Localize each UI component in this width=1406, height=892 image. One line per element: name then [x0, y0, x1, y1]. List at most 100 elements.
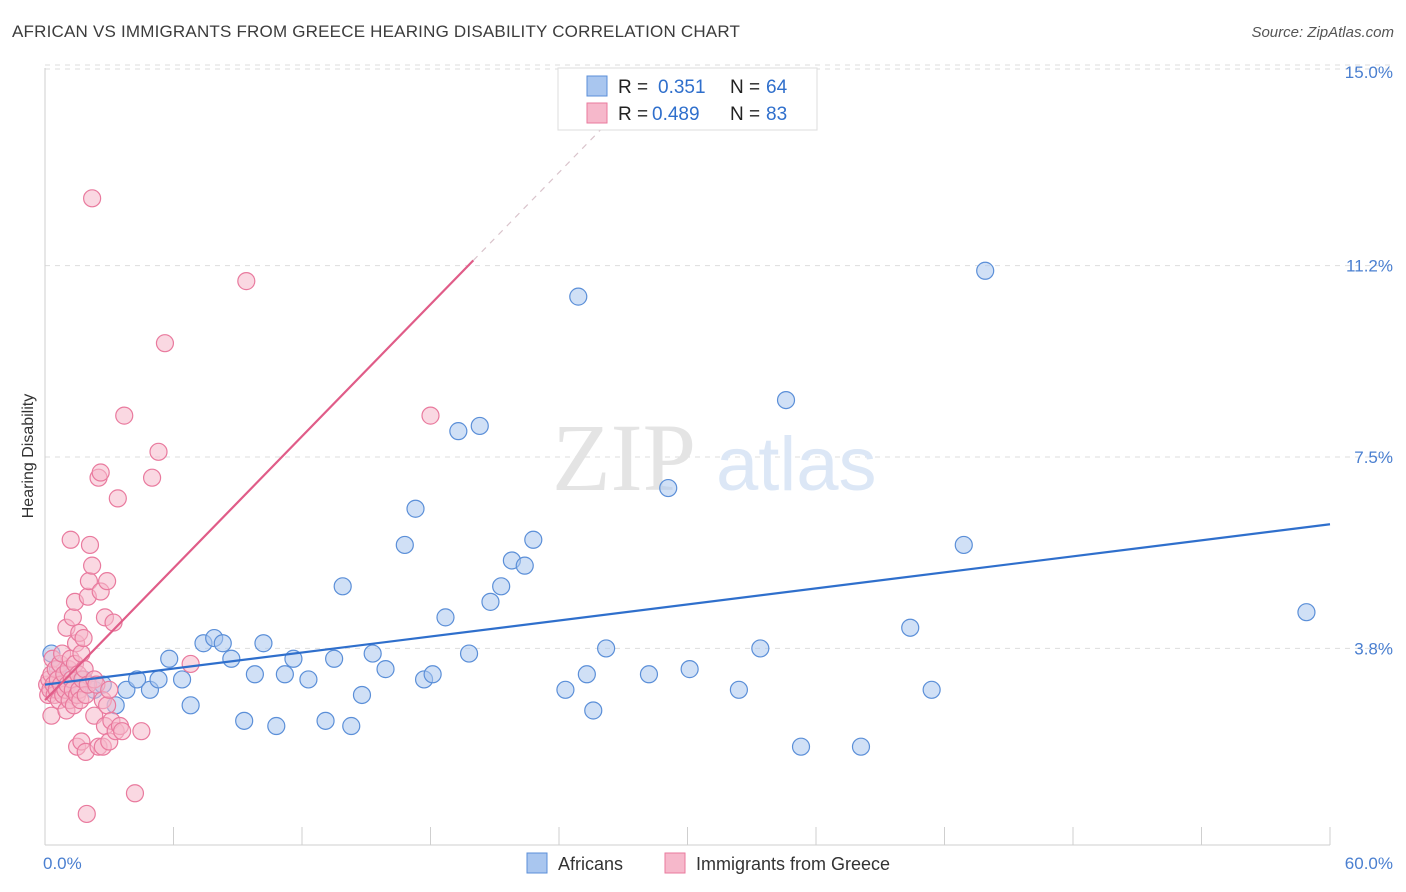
legend-r-value-greece: 0.489 — [652, 104, 700, 125]
point-africans — [245, 665, 264, 684]
point-africans — [423, 665, 442, 684]
watermark-atlas: atlas — [716, 422, 877, 507]
y-axis-label: Hearing Disability — [20, 394, 37, 519]
legend-r-label-africans: R = — [618, 77, 648, 98]
point-africans — [172, 670, 192, 689]
point-africans — [729, 680, 749, 699]
point-africans — [254, 634, 273, 653]
point-africans — [851, 737, 871, 756]
point-africans — [436, 608, 455, 627]
point-africans — [363, 644, 382, 663]
point-africans — [751, 639, 770, 658]
point-africans — [352, 685, 372, 705]
legend-n-value-greece: 83 — [766, 104, 787, 125]
y-tick-label: 3.8% — [1354, 639, 1393, 658]
trend-line-africans — [44, 523, 1331, 686]
legend-swatch-africans — [586, 75, 608, 97]
point-africans — [213, 634, 232, 653]
y-tick-label: 7.5% — [1354, 448, 1393, 467]
point-africans — [406, 499, 425, 518]
point-africans — [569, 287, 588, 306]
point-africans — [342, 716, 361, 736]
point-africans — [922, 680, 941, 699]
point-africans — [181, 696, 200, 715]
bottom-legend-swatch-africans — [526, 852, 548, 874]
point-africans — [470, 416, 489, 436]
point-greece — [80, 535, 100, 555]
point-greece — [181, 654, 200, 674]
point-greece — [100, 680, 119, 699]
x-tick-label-max: 60.0% — [1345, 854, 1393, 873]
point-africans — [449, 422, 468, 441]
legend-r-value-africans: 0.351 — [658, 77, 706, 98]
y-tick-label: 11.2% — [1346, 257, 1393, 276]
point-greece — [83, 189, 102, 208]
point-africans — [325, 649, 344, 668]
point-greece — [125, 784, 145, 803]
point-greece — [115, 406, 134, 425]
point-greece — [74, 628, 93, 648]
point-africans — [127, 670, 147, 689]
point-greece — [91, 463, 110, 482]
point-greece — [77, 804, 96, 824]
point-greece — [108, 489, 127, 508]
point-greece — [132, 722, 151, 741]
point-africans — [659, 478, 678, 498]
y-tick-labels: 3.8% 7.5% 11.2% 15.0% — [1345, 63, 1393, 658]
point-africans — [267, 716, 286, 736]
trend-extension-greece — [472, 115, 615, 261]
trend-line-greece — [44, 259, 475, 701]
point-africans — [954, 535, 973, 555]
point-africans — [275, 665, 294, 684]
point-africans — [515, 556, 534, 575]
point-africans — [459, 644, 479, 663]
point-africans — [901, 618, 920, 637]
x-axis-ticks — [44, 827, 1331, 845]
point-africans — [639, 665, 659, 684]
chart-title: AFRICAN VS IMMIGRANTS FROM GREECE HEARIN… — [12, 22, 741, 41]
bottom-legend-label-greece: Immigrants from Greece — [696, 854, 890, 874]
point-greece — [421, 406, 440, 425]
legend-n-label-greece: N = — [730, 104, 760, 125]
point-africans — [149, 670, 168, 689]
x-tick-label-min: 0.0% — [43, 854, 82, 873]
bottom-legend-label-africans: Africans — [558, 854, 623, 874]
point-africans — [395, 535, 414, 555]
point-africans — [597, 639, 616, 658]
point-greece — [83, 556, 102, 575]
point-africans — [577, 665, 596, 684]
point-africans — [1297, 603, 1316, 622]
y-tick-label: 15.0% — [1345, 63, 1393, 82]
point-africans — [680, 660, 699, 679]
trend-lines — [44, 115, 1331, 701]
point-africans — [524, 530, 543, 549]
point-greece — [72, 644, 91, 663]
point-greece — [112, 722, 132, 741]
point-africans — [556, 680, 575, 699]
point-greece — [149, 442, 168, 461]
point-africans — [160, 649, 179, 668]
legend-box: R = 0.351 N = 64 R = 0.489 N = 83 — [557, 67, 818, 131]
point-africans — [481, 592, 500, 611]
point-africans — [235, 711, 254, 730]
source-label: Source: ZipAtlas.com — [1251, 24, 1394, 41]
bottom-legend: Africans Immigrants from Greece — [526, 852, 890, 874]
legend-r-label-greece: R = — [618, 104, 648, 125]
point-greece — [98, 696, 117, 715]
legend-n-label-africans: N = — [730, 77, 760, 98]
point-greece — [98, 572, 117, 591]
watermark-zip: ZIP — [552, 404, 696, 511]
point-greece — [237, 272, 256, 291]
point-africans — [376, 660, 395, 679]
legend-n-value-africans: 64 — [766, 77, 788, 98]
point-africans — [222, 649, 241, 668]
point-greece — [155, 334, 175, 353]
bottom-legend-swatch-greece — [664, 852, 686, 874]
legend-swatch-greece — [586, 102, 608, 124]
point-africans — [776, 390, 796, 410]
point-africans — [976, 261, 995, 280]
point-greece — [61, 530, 80, 549]
point-africans — [333, 577, 352, 596]
point-greece — [63, 608, 82, 627]
